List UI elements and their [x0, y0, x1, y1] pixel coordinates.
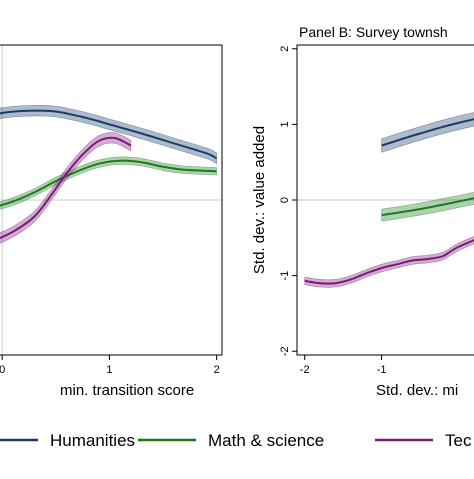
- legend-item-humanities: Humanities: [0, 431, 135, 450]
- panel-b-y-tick-label: 1: [279, 121, 291, 127]
- legend-label-humanities: Humanities: [50, 431, 135, 450]
- panel-b-y-tick-label: 0: [279, 197, 291, 203]
- legend-item-tec: Tec: [375, 431, 472, 450]
- panel-a-line-tec: [0, 136, 132, 240]
- panel-a-chart: 0 1 2 min. transition score: [0, 44, 223, 399]
- panel-b-band-humanities: [381, 112, 474, 153]
- panel-a-x-tick-label: 1: [106, 364, 112, 376]
- panel-b-line-math-science: [381, 197, 474, 217]
- panel-b-y-tick-label: -1: [279, 271, 291, 281]
- legend-label-math-science: Math & science: [208, 431, 324, 450]
- panel-a-x-tick-label: 0: [0, 364, 5, 376]
- panel-b-title: Panel B: Survey townsh: [299, 24, 448, 40]
- panel-b-x-tick-label: -1: [377, 364, 387, 376]
- panel-a-line-math-science: [0, 159, 217, 207]
- panel-b-y-axis-label: Std. dev.: value added: [251, 126, 268, 274]
- panel-b-line-tec: [304, 239, 474, 285]
- panel-a-x-tick-label: 2: [214, 364, 220, 376]
- panel-a-line-humanities: [0, 109, 218, 160]
- panel-b-plot-area: [297, 112, 474, 288]
- legend: Humanities Math & science Tec: [0, 431, 472, 450]
- panel-a-band-math-science: [0, 156, 217, 210]
- panel-b-line-humanities: [381, 118, 474, 147]
- panel-b-y-tick-label: -2: [279, 346, 291, 356]
- panel-a-x-axis-label: min. transition score: [60, 382, 194, 399]
- panel-b-x-tick-label: -2: [300, 364, 310, 376]
- panel-a-frame: [0, 44, 223, 356]
- panel-a-plot-area: [0, 45, 222, 355]
- panel-a-band-tec: [0, 132, 132, 244]
- legend-label-tec: Tec: [445, 431, 472, 450]
- panel-b-chart: -2 -1 -2 -1 0 1 2 Panel B: Survey townsh Std. de…: [251, 24, 474, 399]
- legend-item-math-science: Math & science: [138, 431, 324, 450]
- panel-b-y-tick-label: 2: [279, 46, 291, 52]
- panel-b-band-tec: [304, 236, 474, 288]
- panel-b-x-axis-label: Std. dev.: mi: [376, 382, 458, 399]
